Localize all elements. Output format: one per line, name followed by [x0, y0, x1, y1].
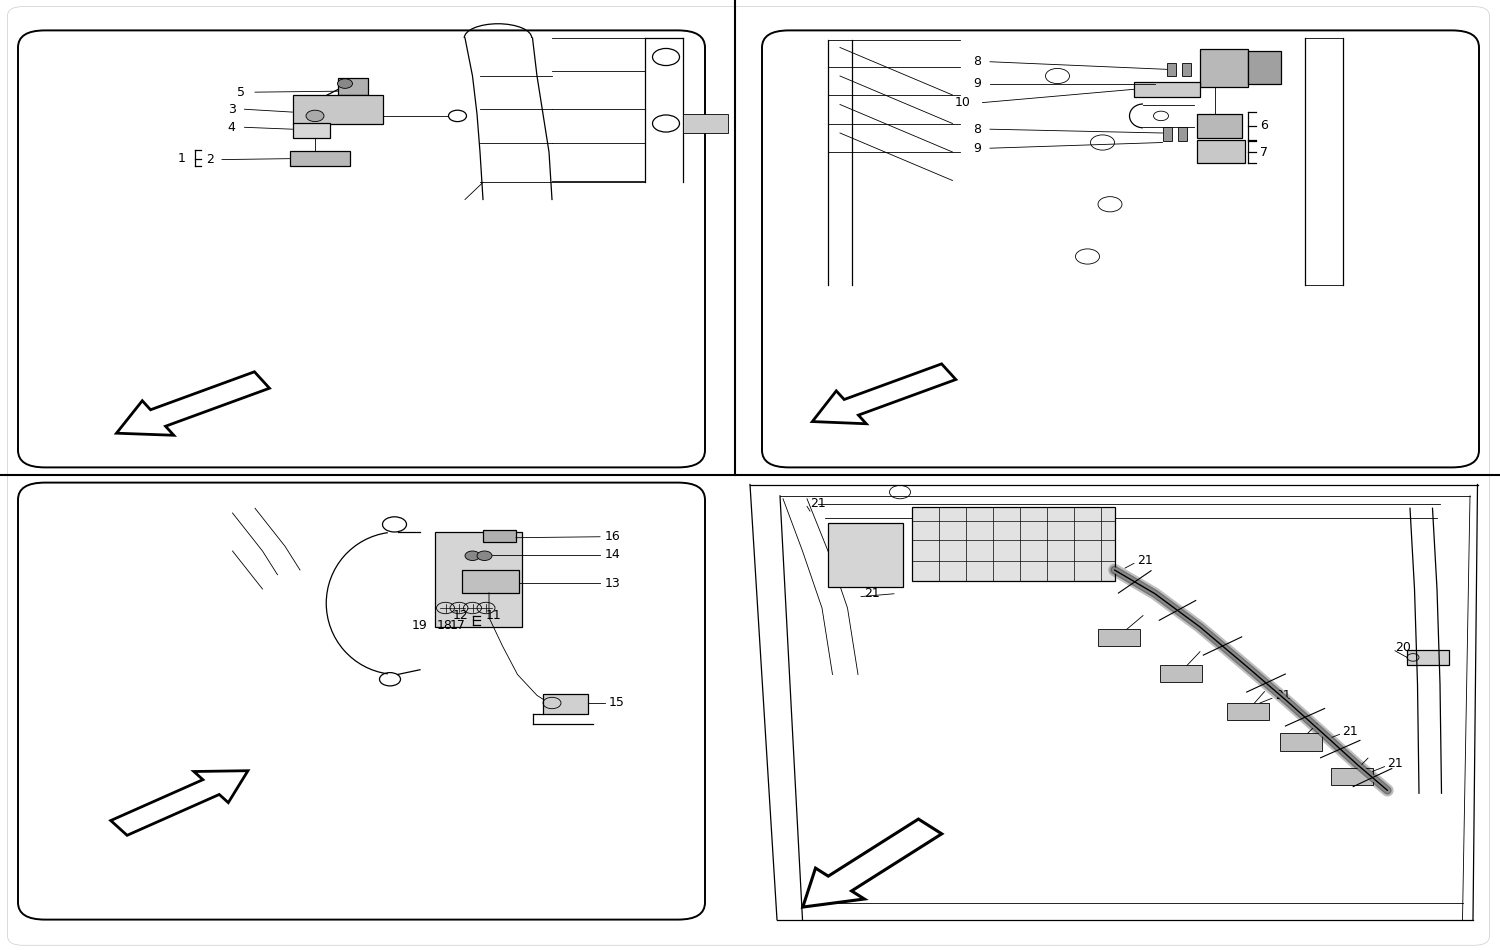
Text: 8: 8: [974, 123, 981, 136]
Text: 2: 2: [207, 153, 214, 166]
FancyBboxPatch shape: [1162, 127, 1172, 141]
Text: 17: 17: [450, 618, 466, 632]
Text: 11: 11: [486, 609, 501, 622]
FancyBboxPatch shape: [543, 694, 588, 714]
Polygon shape: [111, 770, 248, 835]
FancyBboxPatch shape: [18, 483, 705, 920]
FancyBboxPatch shape: [1182, 63, 1191, 76]
Circle shape: [1098, 197, 1122, 212]
FancyBboxPatch shape: [1407, 650, 1449, 665]
FancyBboxPatch shape: [462, 570, 519, 593]
Text: 13: 13: [604, 577, 621, 590]
Text: 19: 19: [411, 618, 428, 632]
FancyBboxPatch shape: [483, 530, 516, 541]
FancyBboxPatch shape: [1200, 49, 1248, 87]
Circle shape: [306, 110, 324, 122]
FancyBboxPatch shape: [1197, 114, 1242, 138]
Polygon shape: [117, 371, 270, 435]
Text: 21: 21: [1388, 757, 1404, 770]
FancyBboxPatch shape: [435, 532, 522, 627]
Text: 9: 9: [974, 77, 981, 90]
FancyBboxPatch shape: [8, 7, 1490, 945]
Text: 7: 7: [1260, 145, 1268, 159]
Circle shape: [338, 79, 352, 88]
Text: 21: 21: [810, 497, 825, 510]
Text: 10: 10: [954, 96, 970, 109]
Text: 14: 14: [604, 548, 621, 561]
FancyBboxPatch shape: [290, 151, 350, 166]
Circle shape: [465, 551, 480, 560]
Text: 15: 15: [609, 696, 625, 710]
Polygon shape: [802, 819, 942, 907]
FancyBboxPatch shape: [1197, 140, 1245, 163]
Circle shape: [1046, 68, 1070, 84]
FancyBboxPatch shape: [1134, 82, 1200, 97]
Circle shape: [1090, 135, 1114, 150]
Text: 1: 1: [178, 152, 186, 165]
Text: 21: 21: [864, 587, 879, 600]
Polygon shape: [813, 364, 956, 424]
Text: 5: 5: [237, 86, 244, 99]
Text: 12: 12: [453, 609, 468, 622]
FancyBboxPatch shape: [1098, 629, 1140, 646]
Text: 21: 21: [1137, 554, 1152, 567]
FancyBboxPatch shape: [682, 114, 728, 133]
Circle shape: [1076, 249, 1100, 264]
FancyBboxPatch shape: [1227, 703, 1269, 720]
FancyBboxPatch shape: [1330, 768, 1372, 785]
FancyBboxPatch shape: [1178, 127, 1186, 141]
Text: 21: 21: [1342, 725, 1359, 738]
FancyBboxPatch shape: [1167, 63, 1176, 76]
Text: 18: 18: [436, 618, 453, 632]
Text: 3: 3: [228, 103, 236, 116]
Text: 21: 21: [1275, 689, 1290, 702]
FancyBboxPatch shape: [1280, 733, 1322, 750]
Text: 16: 16: [604, 530, 621, 543]
Text: 4: 4: [228, 121, 236, 134]
FancyBboxPatch shape: [18, 30, 705, 467]
Circle shape: [448, 110, 466, 122]
FancyBboxPatch shape: [292, 95, 382, 124]
FancyBboxPatch shape: [292, 123, 330, 138]
Text: 6: 6: [1260, 119, 1268, 132]
FancyBboxPatch shape: [828, 522, 903, 587]
FancyBboxPatch shape: [912, 507, 1114, 581]
Text: 20: 20: [1395, 641, 1411, 655]
Text: 8: 8: [974, 55, 981, 68]
FancyBboxPatch shape: [1160, 665, 1202, 682]
FancyBboxPatch shape: [762, 30, 1479, 467]
FancyBboxPatch shape: [338, 78, 368, 95]
Text: 9: 9: [974, 142, 981, 155]
FancyBboxPatch shape: [1248, 51, 1281, 84]
Circle shape: [477, 551, 492, 560]
Polygon shape: [960, 38, 1140, 285]
